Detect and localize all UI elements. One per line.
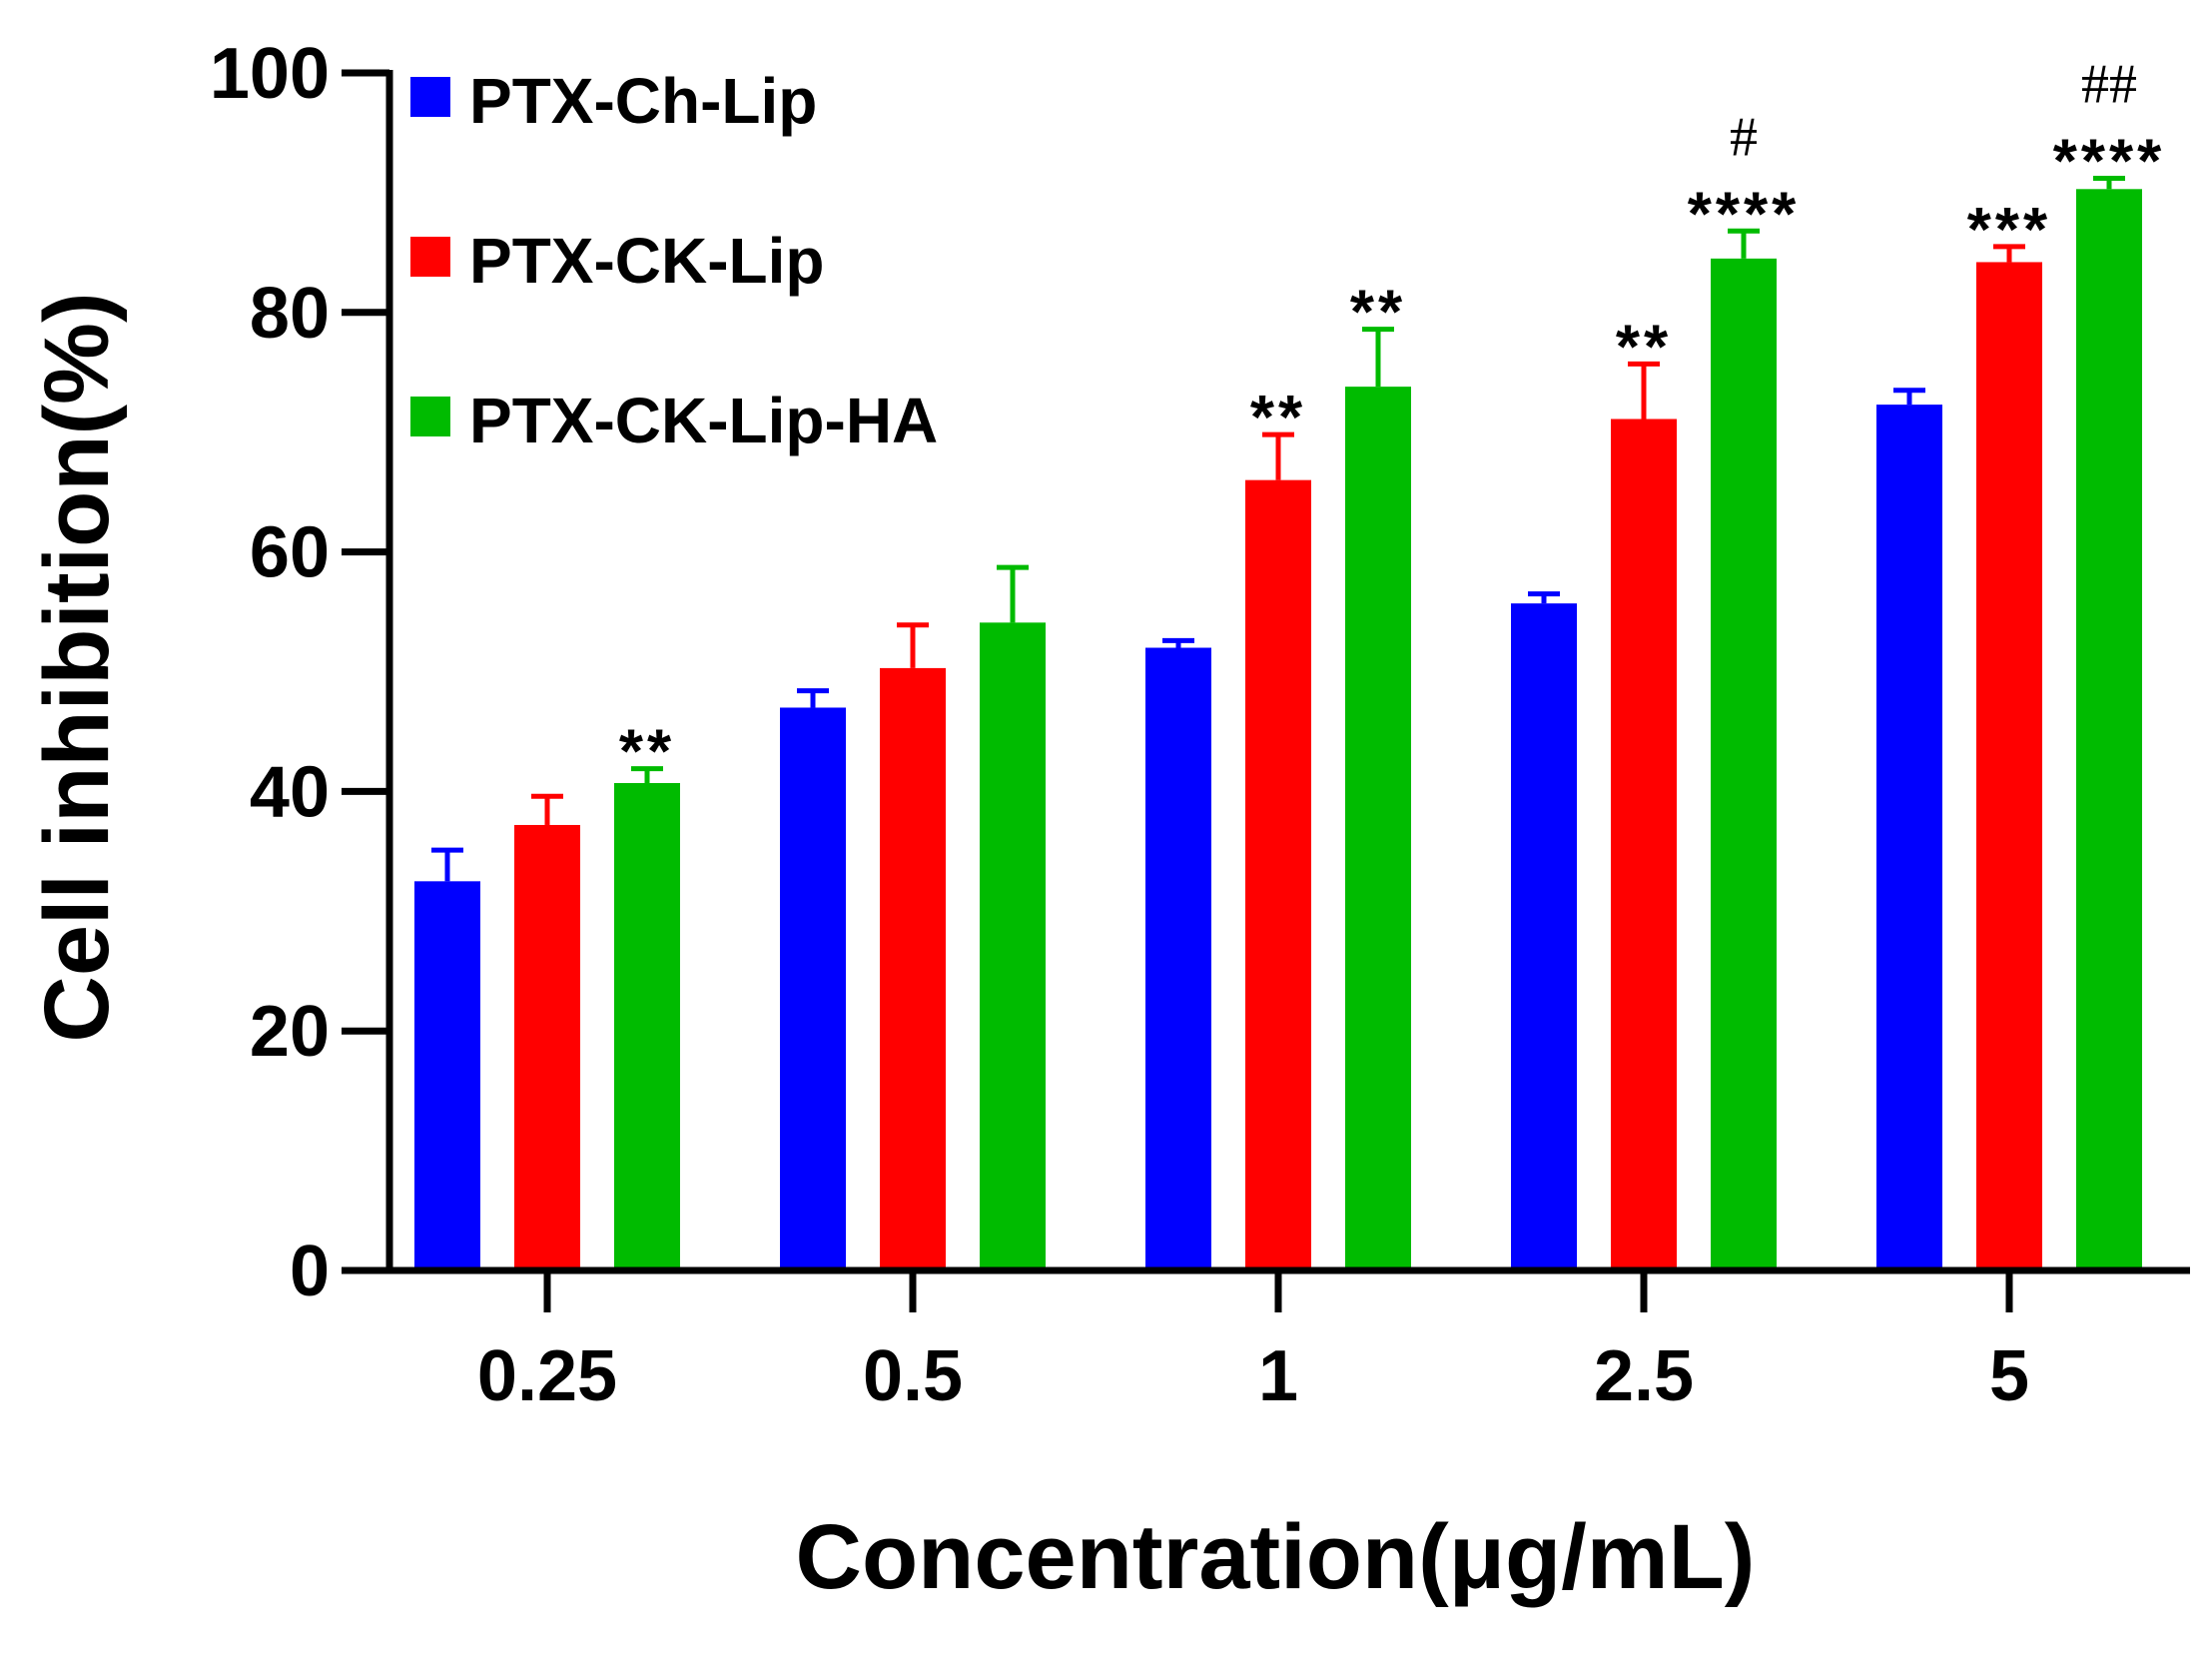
y-tick-label-40: 40 xyxy=(250,752,330,832)
y-tick-label-0: 0 xyxy=(290,1232,330,1311)
x-tick-label-0.5: 0.5 xyxy=(863,1336,963,1416)
x-tick-label-2.5: 2.5 xyxy=(1594,1336,1694,1416)
bar-ptx-ch-lip-0.25 xyxy=(414,881,480,1270)
legend: PTX-Ch-Lip PTX-CK-Lip PTX-CK-Lip-HA xyxy=(410,65,938,456)
legend-label-ptx-ck-lip-ha: PTX-CK-Lip-HA xyxy=(469,385,938,456)
bar-ptx-ck-lip-0.25 xyxy=(514,824,580,1270)
bar-ptx-ck-lip-2.5 xyxy=(1611,418,1677,1270)
significance-label-ptx-ck-lip-ha-2.5: **** xyxy=(1688,180,1801,249)
bar-ptx-ch-lip-5 xyxy=(1876,405,1942,1270)
x-tick-label-1: 1 xyxy=(1258,1336,1298,1416)
bar-ptx-ck-lip-ha-1 xyxy=(1345,387,1411,1270)
hash-label-ptx-ck-lip-ha-2.5: # xyxy=(1730,106,1758,168)
legend-label-ptx-ck-lip: PTX-CK-Lip xyxy=(469,225,825,297)
x-tick-label-0.25: 0.25 xyxy=(477,1336,617,1416)
y-tick-label-20: 20 xyxy=(250,992,330,1072)
axes-layer: 0.25 0.5 1 2.5 5 0 20 40 60 80 100 xyxy=(210,34,2190,1416)
bars-layer: ************#*******## xyxy=(414,54,2166,1271)
significance-label-ptx-ck-lip-ha-1: ** xyxy=(1350,279,1406,348)
bar-ptx-ch-lip-0.5 xyxy=(780,707,846,1270)
legend-swatch-ptx-ck-lip-ha xyxy=(410,397,450,436)
significance-label-ptx-ck-lip-1: ** xyxy=(1250,384,1306,452)
bar-ptx-ck-lip-ha-0.25 xyxy=(614,783,680,1270)
legend-label-ptx-ch-lip: PTX-Ch-Lip xyxy=(469,65,817,137)
significance-label-ptx-ck-lip-2.5: ** xyxy=(1616,313,1672,382)
legend-swatch-ptx-ck-lip xyxy=(410,237,450,277)
bar-ptx-ck-lip-1 xyxy=(1245,479,1311,1270)
x-axis-title: Concentration(μg/mL) xyxy=(796,1506,1756,1608)
significance-label-ptx-ck-lip-ha-5: **** xyxy=(2053,128,2166,197)
bar-ptx-ch-lip-1 xyxy=(1145,647,1211,1270)
y-tick-label-100: 100 xyxy=(210,34,330,114)
bar-ptx-ck-lip-ha-2.5 xyxy=(1711,258,1777,1271)
y-tick-label-80: 80 xyxy=(250,274,330,354)
bar-ptx-ch-lip-2.5 xyxy=(1511,603,1577,1270)
bar-ptx-ck-lip-5 xyxy=(1976,262,2042,1270)
significance-label-ptx-ck-lip-5: *** xyxy=(1967,196,2051,265)
legend-swatch-ptx-ch-lip xyxy=(410,77,450,117)
x-tick-label-5: 5 xyxy=(1989,1336,2029,1416)
significance-label-ptx-ck-lip-ha-0.25: ** xyxy=(619,718,675,787)
hash-label-ptx-ck-lip-ha-5: ## xyxy=(2081,54,2137,116)
bar-ptx-ck-lip-0.5 xyxy=(880,667,946,1270)
bar-ptx-ck-lip-ha-5 xyxy=(2076,189,2142,1271)
y-axis-title: Cell inhibition(%) xyxy=(26,292,128,1042)
y-tick-label-60: 60 xyxy=(250,513,330,593)
bar-ptx-ck-lip-ha-0.5 xyxy=(980,622,1046,1270)
